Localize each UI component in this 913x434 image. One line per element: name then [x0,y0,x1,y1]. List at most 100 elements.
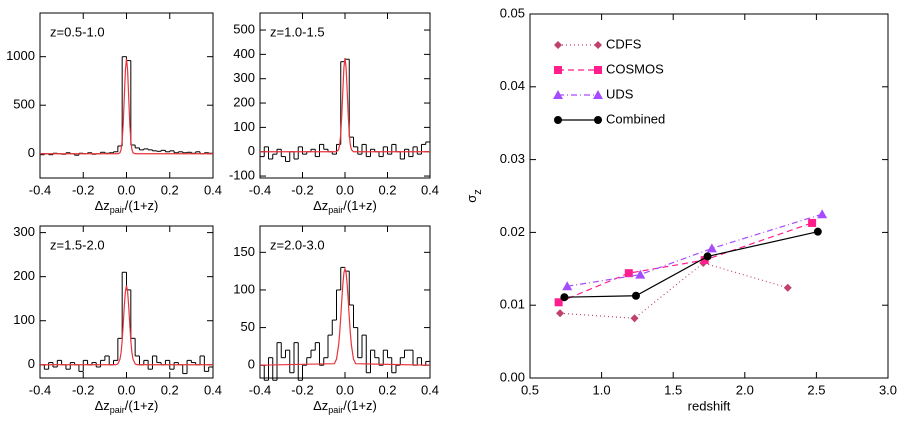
x-axis-label: Δzpair/(1+z) [95,398,159,415]
x-axis-label-sub: pair [110,405,125,415]
marker [554,298,563,307]
x-axis-label: Δzpair/(1+z) [95,198,159,215]
y-tick-label: 500 [233,21,255,36]
marker [556,309,565,318]
marker [635,269,646,279]
legend-label: COSMOS [606,61,664,76]
x-tick-label: 0.4 [204,382,222,397]
y-tick-label: 0.05 [500,5,525,20]
y-tick-label: 300 [13,224,35,239]
y-tick-label: 0.03 [500,151,525,166]
y-tick-label: 0.02 [500,224,525,239]
x-axis-label-part: Δz [95,198,110,213]
marker [703,252,712,261]
x-tick-label: 3.0 [879,382,897,397]
legend-label: UDS [606,86,634,101]
y-tick-label: 0.04 [500,78,525,93]
x-tick-label: 2.0 [736,382,754,397]
marker [631,291,640,300]
x-axis-label-part: /(1+z) [343,398,377,413]
y-tick-label: -100 [229,167,255,182]
y-tick-label: 0.00 [500,369,525,384]
y-tick-label: 0 [248,143,255,158]
x-tick-label: 0.2 [161,182,179,197]
x-tick-label: 1.0 [593,382,611,397]
x-tick-label: 0.0 [336,182,354,197]
x-axis-label-part: Δz [95,398,110,413]
fit-curve [40,285,213,366]
x-axis-label: Δzpair/(1+z) [313,198,377,215]
marker [554,41,562,49]
marker [594,66,602,74]
panel-label: z=0.5-1.0 [50,24,105,39]
fit-curve [40,58,213,155]
x-tick-label: 0.0 [117,382,135,397]
marker [554,116,562,124]
y-tick-label: 100 [233,119,255,134]
marker [630,314,639,323]
x-tick-label: -0.4 [249,382,271,397]
marker [594,116,602,124]
histogram [40,271,213,375]
marker [783,283,792,292]
legend-label: CDFS [606,36,642,51]
y-tick-label: 500 [13,97,35,112]
marker [624,269,633,278]
histogram [260,266,430,381]
marker [813,227,822,236]
y-axis-label: σz [464,189,483,203]
x-axis-label-part: Δz [313,398,328,413]
x-tick-label: 0.2 [378,382,396,397]
marker [553,90,563,99]
x-tick-label: -0.4 [29,382,51,397]
series-line [564,231,818,298]
y-tick-label: 0 [28,356,35,371]
x-axis-label: Δzpair/(1+z) [313,398,377,415]
x-tick-label: 0.2 [161,382,179,397]
y-tick-label: 100 [233,281,255,296]
marker [560,293,569,302]
marker [706,243,717,253]
marker [562,281,573,291]
x-tick-label: 1.5 [664,382,682,397]
y-tick-label: 400 [233,46,255,61]
fit-curve [259,266,431,366]
x-tick-label: -0.4 [29,182,51,197]
x-axis-label-sub: pair [110,205,125,215]
y-axis-label-part: σ [464,195,479,203]
panel-label: z=1.0-1.5 [270,24,325,39]
marker [817,209,828,219]
y-tick-label: 150 [233,244,255,259]
x-axis-label-sub: pair [328,405,343,415]
marker [594,41,602,49]
x-tick-label: 0.0 [336,382,354,397]
panel-label: z=1.5-2.0 [50,237,105,252]
x-tick-label: 2.5 [807,382,825,397]
legend-label: Combined [606,111,665,126]
y-tick-label: 100 [13,312,35,327]
x-tick-label: -0.2 [72,182,94,197]
x-axis-label: redshift [688,398,731,413]
x-axis-label-part: /(1+z) [125,198,159,213]
marker [593,90,603,99]
marker [808,218,817,227]
y-tick-label: 0 [248,357,255,372]
y-tick-label: 0 [28,145,35,160]
x-tick-label: 0.5 [521,382,539,397]
x-tick-label: -0.2 [291,382,313,397]
x-axis-label-sub: pair [328,205,343,215]
series-line [558,222,813,303]
y-tick-label: 50 [241,319,255,334]
x-tick-label: -0.2 [291,182,313,197]
x-tick-label: 0.2 [378,182,396,197]
y-tick-label: 200 [13,268,35,283]
y-tick-label: 300 [233,70,255,85]
panel-label: z=2.0-3.0 [270,237,325,252]
x-tick-label: 0.4 [421,382,439,397]
y-tick-label: 200 [233,94,255,109]
y-tick-label: 1000 [6,48,35,63]
x-tick-label: 0.0 [117,182,135,197]
x-tick-label: -0.4 [249,182,271,197]
